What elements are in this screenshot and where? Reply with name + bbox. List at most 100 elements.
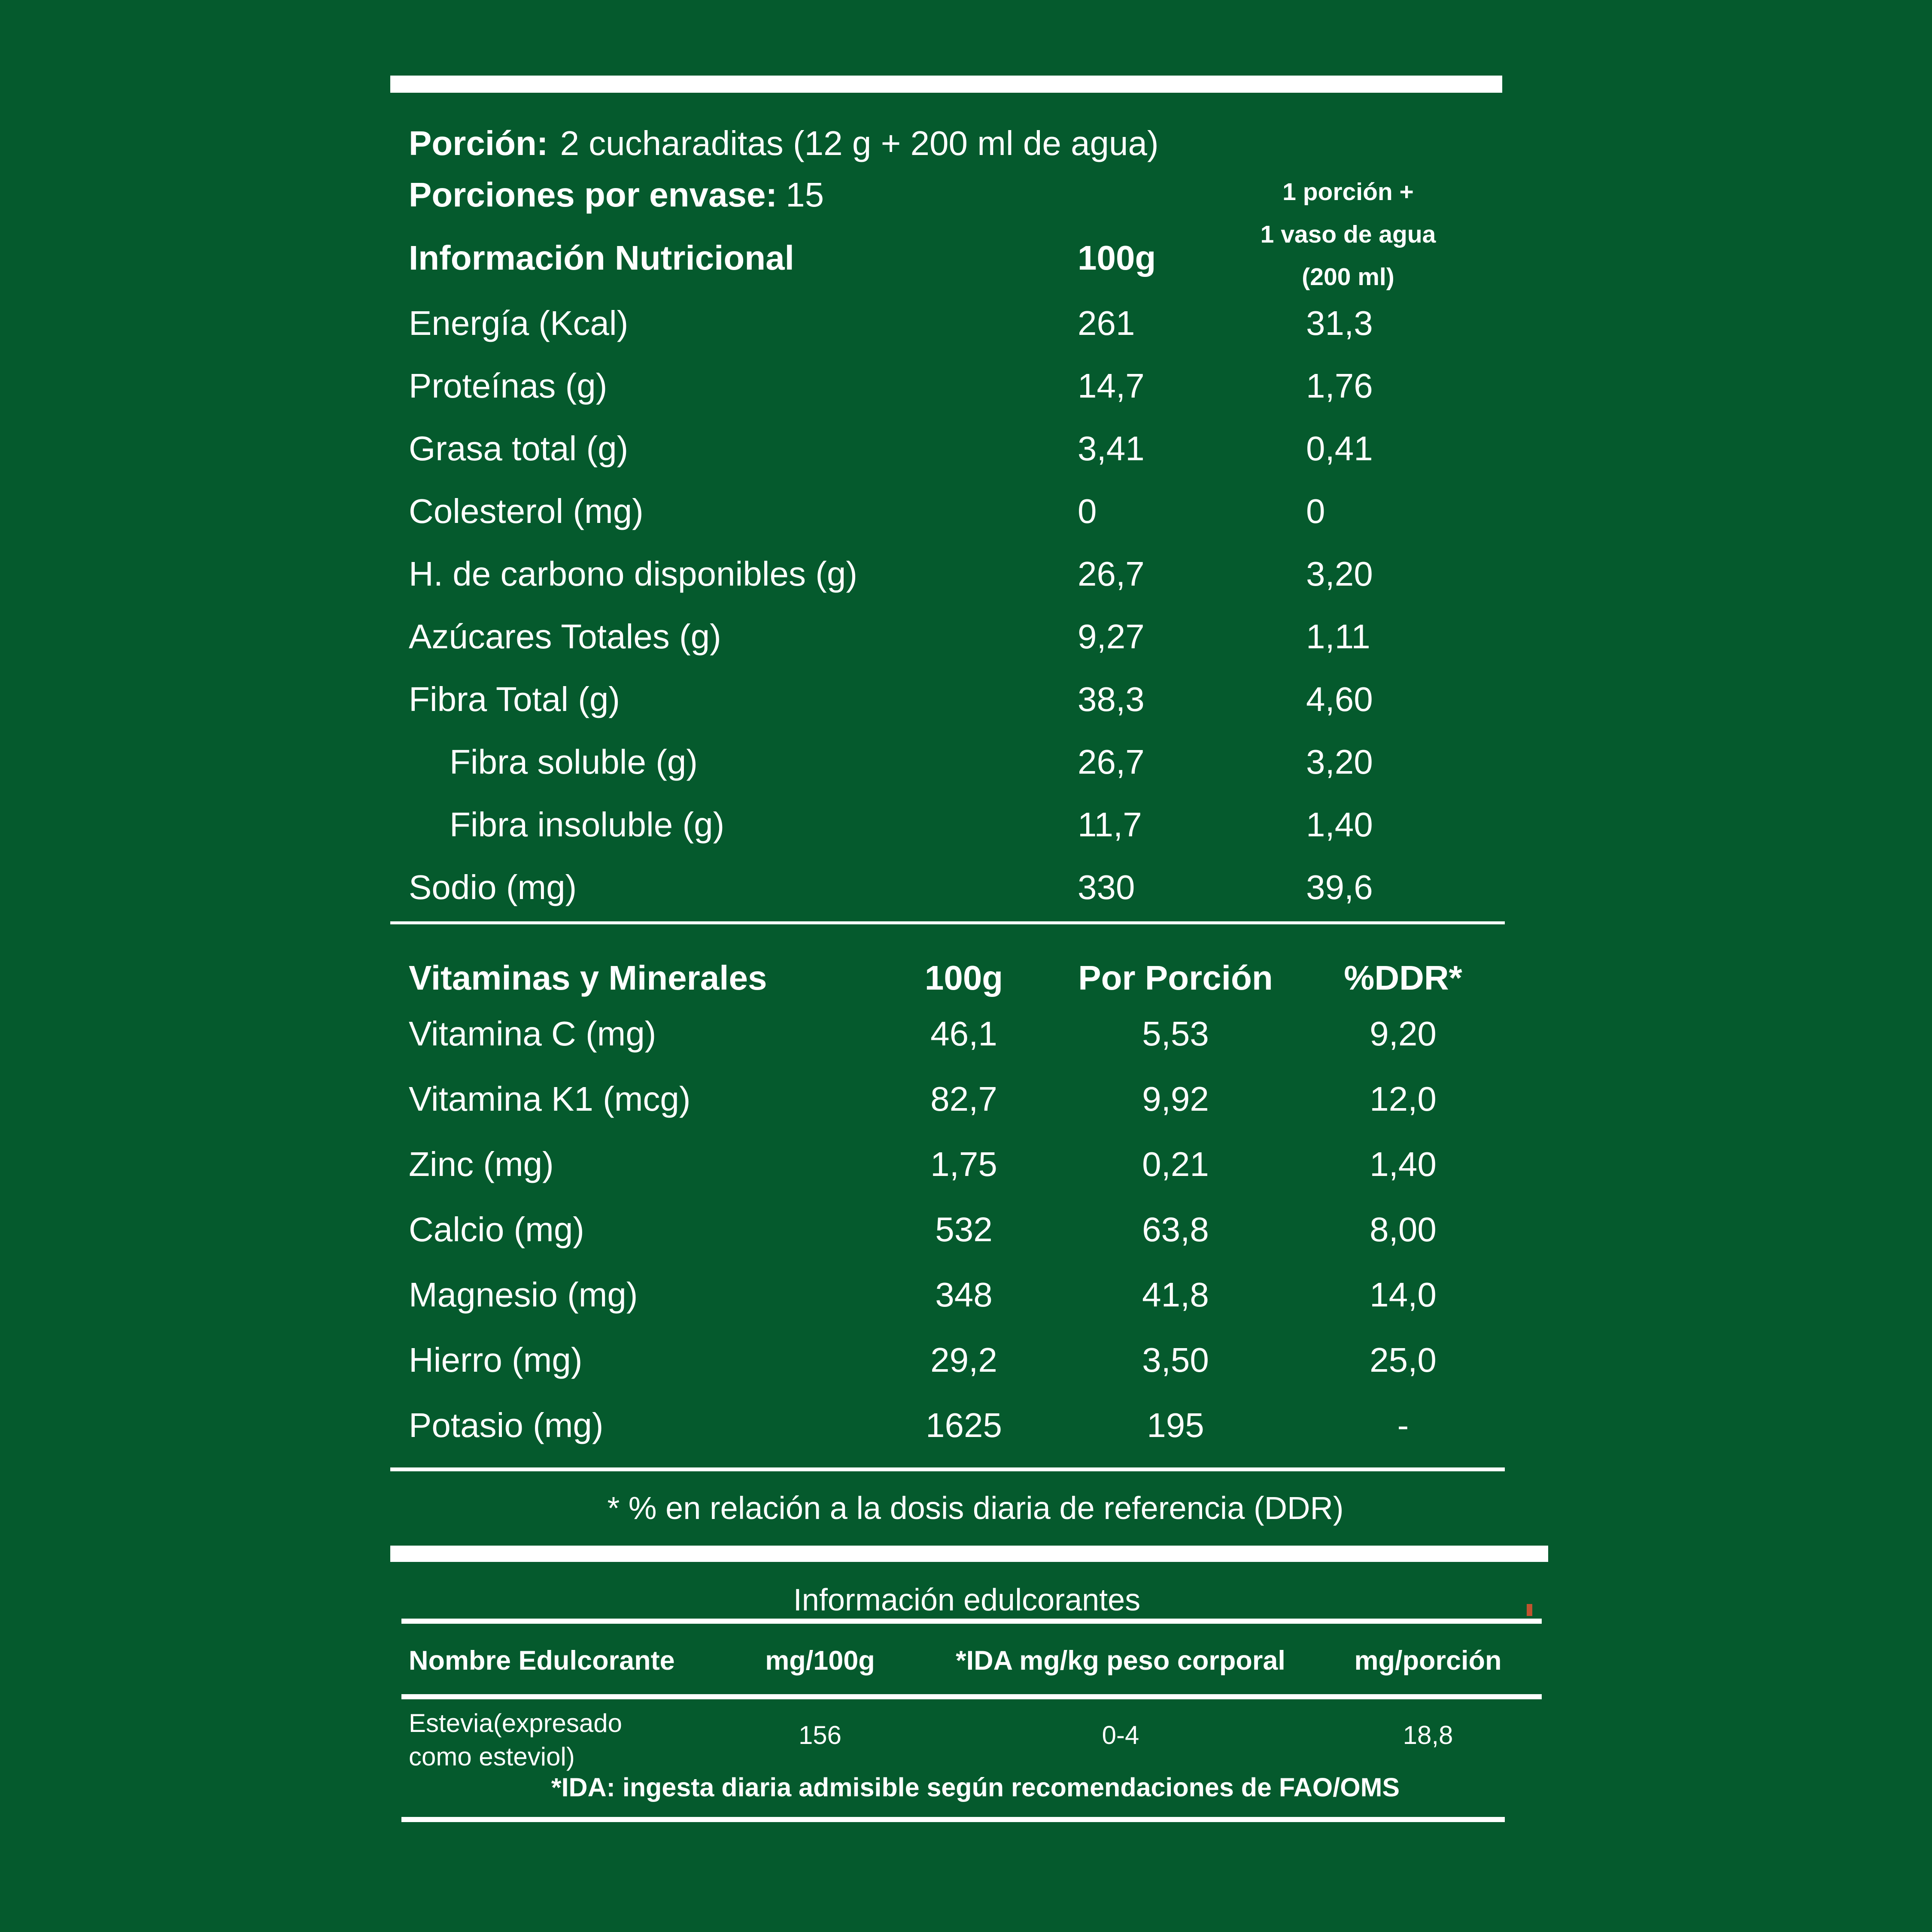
nutrition-row: Energía (Kcal) 261 31,3 [409, 304, 1503, 366]
nutrient-label: H. de carbono disponibles (g) [409, 555, 858, 593]
value-100g: 261 [1078, 304, 1135, 342]
vitamin-label: Hierro (mg) [409, 1341, 583, 1379]
value-ddr: 25,0 [1370, 1341, 1437, 1379]
vitamin-row: Zinc (mg) 1,75 0,21 1,40 [409, 1145, 1502, 1210]
value-portion: 3,20 [1306, 555, 1373, 593]
sweetener-col-mg100g: mg/100g [765, 1646, 875, 1676]
thick-rule [390, 1546, 1548, 1562]
sweetener-row: Estevia(expresado como esteviol) 156 0-4… [409, 1707, 1525, 1774]
nutrient-label: Colesterol (mg) [409, 492, 644, 530]
vitamin-label: Vitamina C (mg) [409, 1015, 656, 1053]
value-100g: 82,7 [930, 1080, 997, 1118]
ddr-footnote: * % en relación a la dosis diaria de ref… [607, 1490, 1344, 1526]
vitamins-col-ddr: %DDR* [1344, 959, 1462, 997]
value-per-portion: 5,53 [1142, 1015, 1209, 1053]
vitamin-label: Vitamina K1 (mcg) [409, 1080, 691, 1118]
nutrient-label: Azúcares Totales (g) [409, 617, 721, 656]
value-portion: 0 [1306, 492, 1325, 530]
value-100g: 26,7 [1078, 555, 1145, 593]
value-portion: 39,6 [1306, 868, 1373, 906]
serving-size-label: Porción: [409, 124, 548, 162]
vitamins-table-header: Vitaminas y Minerales 100g Por Porción %… [409, 958, 1502, 998]
nutrient-label: Sodio (mg) [409, 868, 577, 906]
vitamin-row: Calcio (mg) 532 63,8 8,00 [409, 1210, 1502, 1275]
value-100g: 1,75 [930, 1145, 997, 1183]
top-rule [390, 76, 1502, 93]
value-100g: 29,2 [930, 1341, 997, 1379]
vitamin-label: Zinc (mg) [409, 1145, 554, 1183]
value-100g: 38,3 [1078, 680, 1145, 718]
sweeteners-rule-top [401, 1619, 1542, 1624]
vitamins-title: Vitaminas y Minerales [409, 959, 767, 997]
vitamin-row: Magnesio (mg) 348 41,8 14,0 [409, 1275, 1502, 1340]
nutrition-row: H. de carbono disponibles (g) 26,7 3,20 [409, 554, 1503, 617]
vitamins-table-body: Vitamina C (mg) 46,1 5,53 9,20 Vitamina … [409, 1014, 1502, 1471]
nutrient-label: Fibra soluble (g) [450, 743, 698, 781]
nutrition-row: Grasa total (g) 3,41 0,41 [409, 429, 1503, 492]
nutrition-col-100g: 100g [1078, 239, 1156, 277]
value-per-portion: 0,21 [1142, 1145, 1209, 1183]
section-rule [390, 1467, 1505, 1471]
vitamin-label: Potasio (mg) [409, 1406, 604, 1444]
nutrition-row: Fibra Total (g) 38,3 4,60 [409, 680, 1503, 742]
value-ddr: 12,0 [1370, 1080, 1437, 1118]
vitamin-label: Calcio (mg) [409, 1210, 584, 1249]
value-100g: 3,41 [1078, 429, 1145, 468]
serving-size-line: Porción: 2 cucharaditas (12 g + 200 ml de… [409, 124, 1159, 163]
sweetener-col-name: Nombre Edulcorante [409, 1646, 675, 1676]
value-mg-100g: 156 [798, 1721, 842, 1750]
value-per-portion: 63,8 [1142, 1210, 1209, 1249]
portion-header-line3: (200 ml) [1302, 263, 1394, 291]
value-portion: 1,40 [1306, 805, 1373, 844]
vitamin-row: Vitamina C (mg) 46,1 5,53 9,20 [409, 1014, 1502, 1079]
sweeteners-table-body: Estevia(expresado como esteviol) 156 0-4… [409, 1707, 1525, 1774]
sweetener-name: Estevia(expresado como esteviol) [409, 1707, 730, 1774]
section-rule [390, 921, 1505, 924]
value-100g: 0 [1078, 492, 1097, 530]
serving-size-value: 2 cucharaditas (12 g + 200 ml de agua) [560, 124, 1159, 162]
nutrition-row: Fibra insoluble (g) 11,7 1,40 [409, 805, 1503, 868]
portion-header-line2: 1 vaso de agua [1260, 221, 1436, 248]
value-per-portion: 3,50 [1142, 1341, 1209, 1379]
value-100g: 26,7 [1078, 743, 1145, 781]
nutrient-label: Fibra Total (g) [409, 680, 620, 718]
nutrition-row: Azúcares Totales (g) 9,27 1,11 [409, 617, 1503, 680]
value-100g: 11,7 [1078, 805, 1142, 844]
value-ida: 0-4 [1102, 1721, 1139, 1750]
value-100g: 532 [935, 1210, 993, 1249]
vitamins-col-portion: Por Porción [1078, 959, 1273, 997]
nutrition-row: Proteínas (g) 14,7 1,76 [409, 366, 1503, 429]
vitamin-label: Magnesio (mg) [409, 1276, 638, 1314]
sweeteners-table-header: Nombre Edulcorante mg/100g *IDA mg/kg pe… [409, 1645, 1525, 1676]
sweeteners-title: Información edulcorantes [793, 1583, 1141, 1617]
servings-per-container-value: 15 [786, 176, 824, 214]
nutrient-label: Energía (Kcal) [409, 304, 629, 342]
value-100g: 348 [935, 1276, 993, 1314]
nutrition-table-body: Energía (Kcal) 261 31,3 Proteínas (g) 14… [409, 304, 1503, 930]
nutrition-row: Colesterol (mg) 0 0 [409, 492, 1503, 554]
sweetener-name-line1: Estevia(expresado [409, 1709, 622, 1738]
value-mg-portion: 18,8 [1403, 1721, 1453, 1750]
nutrition-title: Información Nutricional [409, 239, 794, 277]
servings-per-container-line: Porciones por envase: 15 [409, 175, 824, 215]
nutrient-label: Fibra insoluble (g) [450, 805, 725, 844]
sweetener-name-line2: como esteviol) [409, 1742, 575, 1771]
value-100g: 9,27 [1078, 617, 1145, 656]
stray-mark [1527, 1604, 1532, 1616]
sweetener-col-ida: *IDA mg/kg peso corporal [956, 1646, 1285, 1676]
value-portion: 1,76 [1306, 367, 1373, 405]
nutrition-row: Sodio (mg) 330 39,6 [409, 868, 1503, 930]
value-100g: 1625 [926, 1406, 1002, 1444]
nutrition-col-portion-spacer [1306, 238, 1503, 278]
value-portion: 4,60 [1306, 680, 1373, 718]
value-per-portion: 9,92 [1142, 1080, 1209, 1118]
vitamin-row: Vitamina K1 (mcg) 82,7 9,92 12,0 [409, 1079, 1502, 1145]
value-portion: 1,11 [1306, 617, 1370, 656]
value-100g: 14,7 [1078, 367, 1145, 405]
value-portion: 3,20 [1306, 743, 1373, 781]
nutrient-label: Grasa total (g) [409, 429, 629, 468]
nutrient-label: Proteínas (g) [409, 367, 608, 405]
ida-footnote: *IDA: ingesta diaria admisible según rec… [551, 1773, 1400, 1802]
value-per-portion: 41,8 [1142, 1276, 1209, 1314]
